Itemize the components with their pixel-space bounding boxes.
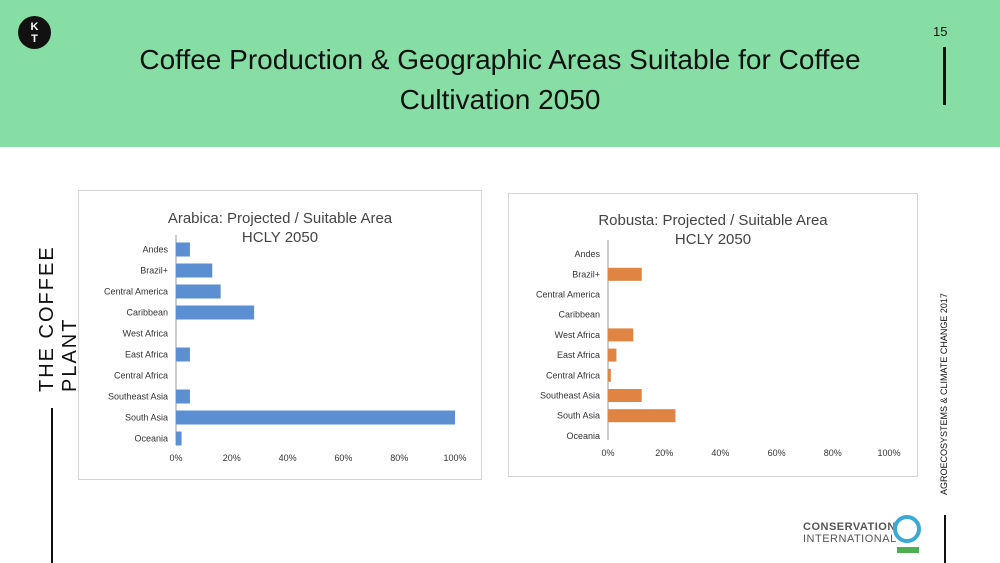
robusta-tick-label: 40% <box>711 448 729 458</box>
conservation-international-logo: CONSERVATION INTERNATIONAL <box>803 521 897 545</box>
side-title-left: THE COFFEE PLANT <box>36 245 81 392</box>
ci-logo-line1: CONSERVATION <box>803 521 896 533</box>
arabica-category-label: Andes <box>142 245 168 255</box>
robusta-bar <box>608 368 611 382</box>
robusta-category-label: Andes <box>574 249 600 259</box>
page-number: 15 <box>933 24 948 39</box>
arabica-chart: Arabica: Projected / Suitable Area HCLY … <box>78 190 482 480</box>
arabica-tick-label: 60% <box>334 453 352 463</box>
robusta-bar <box>608 348 617 362</box>
robusta-category-label: Southeast Asia <box>540 391 600 401</box>
side-left-rule <box>51 408 53 563</box>
arabica-chart-title: Arabica: Projected / Suitable Area HCLY … <box>79 209 481 247</box>
header-banner: K T Coffee Production & Geographic Areas… <box>0 0 1000 147</box>
robusta-tick-label: 20% <box>655 448 673 458</box>
robusta-chart-title-line1: Robusta: Projected / Suitable Area <box>598 212 828 229</box>
page-title: Coffee Production & Geographic Areas Sui… <box>139 44 861 115</box>
ci-logo-line2: INTERNATIONAL <box>803 533 897 545</box>
arabica-category-label: Central Africa <box>114 371 168 381</box>
robusta-chart-title-line2: HCLY 2050 <box>674 231 752 248</box>
robusta-category-label: West Africa <box>555 330 600 340</box>
arabica-category-label: Southeast Asia <box>108 392 168 402</box>
robusta-tick-label: 0% <box>601 448 614 458</box>
robusta-chart-plot: Andes Brazil+ Central America Caribbean West… <box>536 240 901 458</box>
arabica-tick-label: 0% <box>169 453 182 463</box>
robusta-bar <box>608 328 634 342</box>
arabica-bar <box>176 284 221 299</box>
arabica-bar <box>176 431 182 446</box>
arabica-bar <box>176 410 455 425</box>
robusta-chart: Robusta: Projected / Suitable Area HCLY … <box>508 193 918 477</box>
robusta-category-label: Brazil+ <box>572 269 600 279</box>
robusta-bar <box>608 409 676 423</box>
side-right-rule <box>944 515 946 563</box>
robusta-bar <box>608 389 642 402</box>
robusta-bar <box>608 267 642 281</box>
logo-letter-2: T <box>31 33 38 45</box>
ci-ring-icon <box>893 515 921 543</box>
arabica-chart-title-line1: Arabica: Projected / Suitable Area <box>167 210 393 227</box>
kt-logo: K T <box>18 16 51 49</box>
arabica-bar <box>176 263 213 278</box>
robusta-tick-label: 100% <box>877 448 900 458</box>
arabica-category-label: South Asia <box>125 413 168 423</box>
ci-bar-icon <box>897 547 919 553</box>
arabica-tick-label: 40% <box>279 453 297 463</box>
robusta-category-label: South Asia <box>557 411 600 421</box>
arabica-category-label: Brazil+ <box>140 266 168 276</box>
arabica-tick-label: 20% <box>223 453 241 463</box>
robusta-tick-label: 60% <box>768 448 786 458</box>
arabica-bar <box>176 305 255 320</box>
side-title-right: AGROECOSYSTEMS & CLIMATE CHANGE 2017 <box>939 293 949 495</box>
robusta-category-label: Oceania <box>566 431 600 441</box>
arabica-tick-label: 100% <box>443 453 466 463</box>
arabica-chart-title-line2: HCLY 2050 <box>241 229 319 246</box>
robusta-chart-title: Robusta: Projected / Suitable Area HCLY … <box>509 211 917 249</box>
arabica-category-label: East Africa <box>125 350 168 360</box>
page-number-rule <box>943 47 946 105</box>
arabica-category-label: Caribbean <box>126 308 168 318</box>
robusta-category-label: Central America <box>536 290 600 300</box>
logo-letter-1: K <box>30 21 39 33</box>
robusta-tick-label: 80% <box>824 448 842 458</box>
arabica-bar <box>176 389 190 404</box>
arabica-bar <box>176 242 190 257</box>
arabica-bar <box>176 347 190 362</box>
arabica-chart-plot: Andes Brazil+ Central America Caribbean West… <box>104 235 467 463</box>
robusta-category-label: Central Africa <box>546 370 600 380</box>
robusta-category-label: Caribbean <box>558 310 600 320</box>
robusta-category-label: East Africa <box>557 350 600 360</box>
arabica-category-label: Oceania <box>134 434 168 444</box>
arabica-category-label: Central America <box>104 287 168 297</box>
arabica-tick-label: 80% <box>390 453 408 463</box>
arabica-category-label: West Africa <box>123 329 168 339</box>
